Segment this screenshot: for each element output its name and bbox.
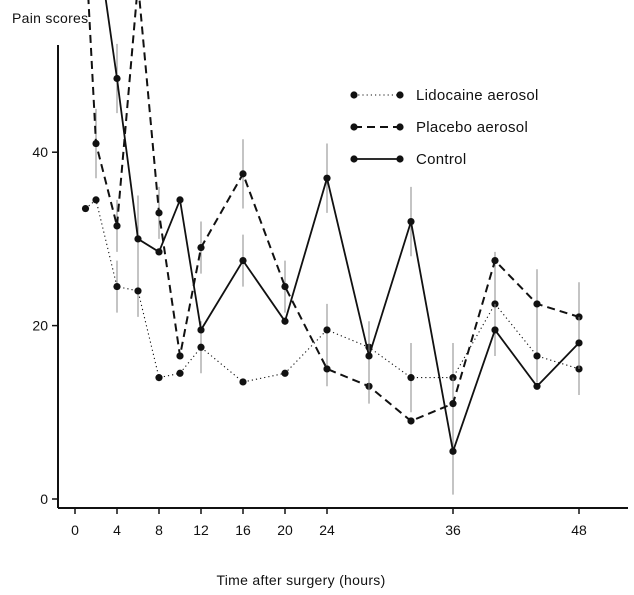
data-point xyxy=(323,174,331,182)
y-tick-label: 0 xyxy=(40,491,48,507)
data-point xyxy=(533,382,541,390)
data-point xyxy=(407,217,415,226)
data-point xyxy=(407,417,415,425)
series-placebo-aerosol xyxy=(87,0,583,430)
legend-marker xyxy=(350,91,358,99)
series-control xyxy=(104,0,583,495)
series-line xyxy=(85,198,580,383)
legend-marker xyxy=(396,91,404,99)
legend-label: Placebo aerosol xyxy=(416,119,528,136)
data-point xyxy=(281,282,289,291)
y-axis-title: Pain scores xyxy=(12,10,88,26)
data-point xyxy=(449,400,457,408)
x-tick-label: 8 xyxy=(155,522,163,538)
x-axis-title: Time after surgery (hours) xyxy=(216,572,385,588)
data-point xyxy=(407,374,415,382)
data-point xyxy=(533,300,541,308)
data-point xyxy=(81,204,90,213)
x-tick-label: 24 xyxy=(319,522,335,538)
data-point xyxy=(92,139,100,148)
data-point xyxy=(113,282,121,291)
data-point xyxy=(113,74,121,83)
legend-item: Placebo aerosol xyxy=(350,119,528,136)
data-point xyxy=(176,352,184,360)
data-point xyxy=(533,352,541,360)
data-point xyxy=(239,256,247,265)
data-point xyxy=(134,287,142,295)
data-point xyxy=(491,326,499,334)
data-point xyxy=(92,196,100,204)
legend-label: Lidocaine aerosol xyxy=(416,87,539,104)
legend-label: Control xyxy=(416,151,466,168)
x-tick-label: 20 xyxy=(277,522,293,538)
series-line xyxy=(87,0,580,423)
x-tick-label: 12 xyxy=(193,522,209,538)
data-point xyxy=(155,248,163,256)
y-tick-label: 20 xyxy=(32,318,48,334)
data-point xyxy=(323,365,331,373)
legend: Lidocaine aerosol Placebo aerosol Control xyxy=(350,87,538,168)
legend-marker xyxy=(396,123,404,131)
legend-marker xyxy=(396,155,404,163)
data-point xyxy=(155,374,163,382)
x-tick-label: 0 xyxy=(71,522,79,538)
data-point xyxy=(491,256,499,265)
series-line xyxy=(104,0,580,455)
data-point xyxy=(155,209,163,217)
series-layer xyxy=(81,0,583,495)
data-point xyxy=(134,235,142,243)
x-tick-label: 4 xyxy=(113,522,121,538)
data-point xyxy=(176,369,184,377)
data-point xyxy=(239,378,247,386)
legend-item: Lidocaine aerosol xyxy=(350,87,538,104)
x-tick-label: 36 xyxy=(445,522,461,538)
x-tick-label: 16 xyxy=(235,522,251,538)
series-lidocaine-aerosol xyxy=(81,196,583,413)
data-point xyxy=(281,369,289,377)
data-point xyxy=(575,339,583,347)
data-point xyxy=(323,326,331,334)
data-point xyxy=(197,343,205,351)
data-point xyxy=(197,326,205,334)
data-point xyxy=(197,243,205,252)
x-tick-label: 48 xyxy=(571,522,587,538)
data-point xyxy=(239,170,247,178)
data-point xyxy=(113,222,121,230)
data-point xyxy=(176,196,184,204)
legend-marker xyxy=(350,123,358,131)
y-tick-label: 40 xyxy=(32,144,48,160)
data-point xyxy=(281,317,289,325)
data-point xyxy=(449,447,457,455)
axes: 020406080100048121620243648 xyxy=(32,45,628,538)
legend-item: Control xyxy=(350,151,466,168)
legend-marker xyxy=(350,155,358,163)
data-point xyxy=(365,352,373,360)
